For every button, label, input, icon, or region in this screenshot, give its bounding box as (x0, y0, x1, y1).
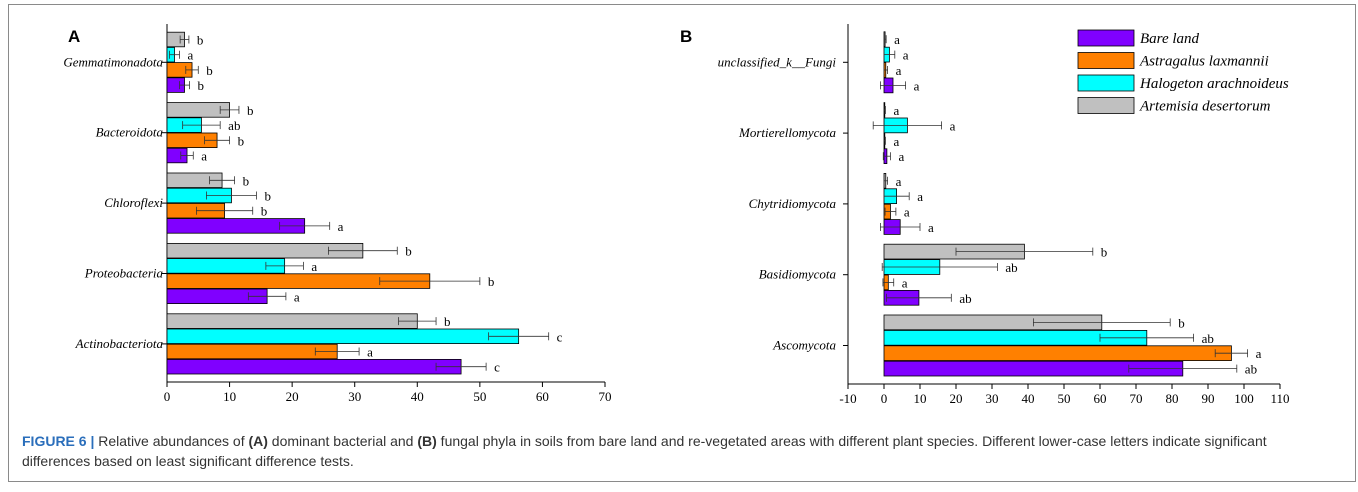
bar-halogeton-arachnoideus-actinobacteriota (166, 328, 520, 345)
x-tick-label-10: 10 (914, 391, 927, 406)
x-tick-label-70: 70 (1130, 391, 1143, 406)
x-tick-label-90: 90 (1202, 391, 1215, 406)
figure-caption: FIGURE 6 | Relative abundances of (A) do… (22, 431, 1337, 471)
sig-letter-bare-land-ascomycota: ab (1245, 362, 1257, 377)
sig-letter-artemisia-desertorum-bacteroidota: b (247, 103, 254, 118)
sig-letter-bare-land-actinobacteriota: c (494, 360, 500, 375)
x-tick-label-80: 80 (1166, 391, 1179, 406)
sig-letter-artemisia-desertorum-actinobacteriota: b (444, 314, 451, 329)
chart-panel-b: B -10 0 10 20 30 40 50 60 70 80 90 100 110 Ascomycota a… (680, 24, 1290, 406)
sig-letter-artemisia-desertorum-mortierellomycota: a (893, 103, 899, 118)
x-tick-label-60: 60 (536, 389, 549, 404)
category-label-bacteroidota: Bacteroidota (96, 125, 164, 140)
sig-letter-bare-land-gemmatimonadota: b (198, 78, 205, 93)
sig-letter-artemisia-desertorum-proteobacteria: b (405, 244, 412, 259)
caption-text-3: fungal phyla in soils from bare land and… (22, 433, 1267, 469)
legend-swatch-astragalus-laxmannii (1077, 52, 1135, 69)
x-tick-label-40: 40 (411, 389, 424, 404)
sig-letter-bare-land-chytridiomycota: a (928, 220, 934, 235)
caption-bold-b: (B) (417, 433, 437, 449)
sig-letter-bare-land-proteobacteria: a (294, 289, 300, 304)
x-tick-label-70: 70 (599, 389, 612, 404)
x-tick-label-60: 60 (1094, 391, 1107, 406)
caption-bold-a: (A) (248, 433, 268, 449)
category-label-chytridiomycota: Chytridiomycota (749, 196, 837, 211)
sig-letter-artemisia-desertorum-chloroflexi: b (243, 173, 250, 188)
figure-frame (8, 4, 1356, 482)
x-tick-label-10: 10 (223, 389, 236, 404)
caption-text-2: dominant bacterial and (267, 433, 418, 449)
caption-label: FIGURE 6 | (22, 433, 95, 449)
sig-letter-halogeton-arachnoideus-gemmatimonadota: a (188, 48, 194, 63)
x-tick-label-50: 50 (1058, 391, 1071, 406)
figure-charts: A 0 10 20 30 40 50 60 70 Actinobacteriota c a c b Prot… (63, 24, 1290, 406)
sig-letter-astragalus-laxmannii-gemmatimonadota: b (206, 63, 213, 78)
panel-label: B (680, 27, 692, 46)
category-label-basidiomycota: Basidiomycota (759, 267, 837, 282)
sig-letter-artemisia-desertorum-ascomycota: b (1178, 315, 1185, 330)
bar-bare-land-actinobacteriota (166, 358, 462, 375)
sig-letter-artemisia-desertorum-gemmatimonadota: b (197, 33, 204, 48)
sig-letter-bare-land-unclassified-k-fungi: a (914, 78, 920, 93)
x-tick-label-40: 40 (1022, 391, 1035, 406)
chart-panel-a: A 0 10 20 30 40 50 60 70 Actinobacteriota c a c b Prot… (63, 24, 612, 404)
sig-letter-halogeton-arachnoideus-ascomycota: ab (1202, 331, 1214, 346)
sig-letter-astragalus-laxmannii-bacteroidota: b (238, 133, 245, 148)
sig-letter-astragalus-laxmannii-ascomycota: a (1256, 346, 1262, 361)
sig-letter-artemisia-desertorum-basidiomycota: b (1101, 245, 1108, 260)
sig-letter-halogeton-arachnoideus-chytridiomycota: a (917, 189, 923, 204)
category-label-chloroflexi: Chloroflexi (104, 195, 163, 210)
sig-letter-halogeton-arachnoideus-chloroflexi: b (264, 189, 271, 204)
legend: Bare land Astragalus laxmannii Halogeton a… (1077, 29, 1289, 115)
bar-astragalus-laxmannii-actinobacteriota (166, 343, 338, 360)
sig-letter-artemisia-desertorum-chytridiomycota: a (896, 174, 902, 189)
caption-text-1: Relative abundances of (94, 433, 249, 449)
sig-letter-bare-land-mortierellomycota: a (898, 149, 904, 164)
category-label-proteobacteria: Proteobacteria (84, 266, 164, 281)
sig-letter-bare-land-chloroflexi: a (338, 219, 344, 234)
legend-label-halogeton-arachnoideus: Halogeton arachnoideus (1139, 76, 1289, 92)
category-label-actinobacteriota: Actinobacteriota (75, 336, 164, 351)
sig-letter-halogeton-arachnoideus-mortierellomycota: a (950, 118, 956, 133)
sig-letter-halogeton-arachnoideus-basidiomycota: ab (1005, 260, 1017, 275)
sig-letter-astragalus-laxmannii-unclassified-k-fungi: a (896, 63, 902, 78)
sig-letter-astragalus-laxmannii-basidiomycota: a (902, 275, 908, 290)
x-tick-label-20: 20 (286, 389, 299, 404)
sig-letter-astragalus-laxmannii-chloroflexi: b (261, 204, 268, 219)
bar-artemisia-desertorum-actinobacteriota (166, 313, 418, 329)
sig-letter-astragalus-laxmannii-chytridiomycota: a (904, 205, 910, 220)
x-tick-label-30: 30 (986, 391, 999, 406)
category-label-ascomycota: Ascomycota (772, 338, 836, 353)
sig-letter-halogeton-arachnoideus-actinobacteriota: c (557, 329, 563, 344)
legend-label-astragalus-laxmannii: Astragalus laxmannii (1139, 54, 1269, 70)
legend-swatch-artemisia-desertorum (1077, 97, 1135, 114)
panel-label: A (68, 27, 80, 46)
x-tick-label-20: 20 (950, 391, 963, 406)
bar-astragalus-laxmannii-ascomycota (883, 345, 1232, 361)
sig-letter-halogeton-arachnoideus-unclassified-k-fungi: a (903, 48, 909, 63)
category-label-gemmatimonadota: Gemmatimonadota (63, 54, 163, 69)
legend-swatch-bare-land (1077, 29, 1135, 47)
category-label-unclassified-k-fungi: unclassified_k__Fungi (718, 54, 837, 69)
sig-letter-bare-land-basidiomycota: ab (959, 291, 971, 306)
x-tick-label-110: 110 (1270, 391, 1289, 406)
sig-letter-bare-land-bacteroidota: a (201, 149, 207, 164)
legend-label-bare-land: Bare land (1140, 31, 1200, 47)
sig-letter-astragalus-laxmannii-proteobacteria: b (488, 274, 495, 289)
x-tick-label-50: 50 (473, 389, 486, 404)
sig-letter-astragalus-laxmannii-actinobacteriota: a (367, 345, 373, 360)
sig-letter-artemisia-desertorum-unclassified-k-fungi: a (894, 32, 900, 47)
x-tick-label-10: -10 (839, 391, 856, 406)
category-label-mortierellomycota: Mortierellomycota (738, 125, 836, 140)
legend-label-artemisia-desertorum: Artemisia desertorum (1139, 99, 1271, 115)
x-tick-label-100: 100 (1234, 391, 1254, 406)
sig-letter-halogeton-arachnoideus-proteobacteria: a (311, 259, 317, 274)
sig-letter-astragalus-laxmannii-mortierellomycota: a (893, 134, 899, 149)
x-tick-label-30: 30 (348, 389, 361, 404)
legend-swatch-halogeton-arachnoideus (1077, 74, 1135, 92)
sig-letter-halogeton-arachnoideus-bacteroidota: ab (228, 118, 240, 133)
x-tick-label-0: 0 (164, 389, 171, 404)
x-tick-label-0: 0 (881, 391, 888, 406)
